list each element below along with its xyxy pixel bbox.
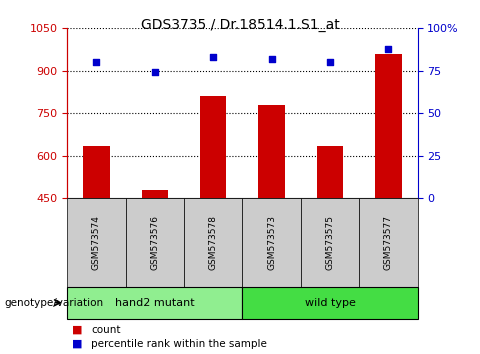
- Text: GSM573573: GSM573573: [267, 215, 276, 270]
- Text: percentile rank within the sample: percentile rank within the sample: [91, 339, 267, 349]
- Text: GDS3735 / Dr.18514.1.S1_at: GDS3735 / Dr.18514.1.S1_at: [141, 18, 339, 32]
- Text: GSM573575: GSM573575: [325, 215, 335, 270]
- Bar: [317, 146, 343, 198]
- Point: [268, 56, 276, 62]
- Point: [384, 46, 392, 52]
- Text: GSM573576: GSM573576: [150, 215, 159, 270]
- Text: wild type: wild type: [305, 298, 355, 308]
- Text: genotype/variation: genotype/variation: [5, 298, 104, 308]
- Bar: [258, 105, 285, 198]
- Point: [209, 55, 217, 60]
- Point: [93, 59, 100, 65]
- Text: ■: ■: [72, 325, 83, 335]
- Point: [151, 70, 158, 75]
- Text: count: count: [91, 325, 120, 335]
- Text: GSM573577: GSM573577: [384, 215, 393, 270]
- Text: hand2 mutant: hand2 mutant: [115, 298, 194, 308]
- Bar: [200, 96, 227, 198]
- Bar: [375, 54, 402, 198]
- Text: GSM573574: GSM573574: [92, 215, 101, 270]
- Point: [326, 59, 334, 65]
- Bar: [83, 146, 109, 198]
- Text: GSM573578: GSM573578: [209, 215, 218, 270]
- Text: ■: ■: [72, 339, 83, 349]
- Bar: [142, 190, 168, 198]
